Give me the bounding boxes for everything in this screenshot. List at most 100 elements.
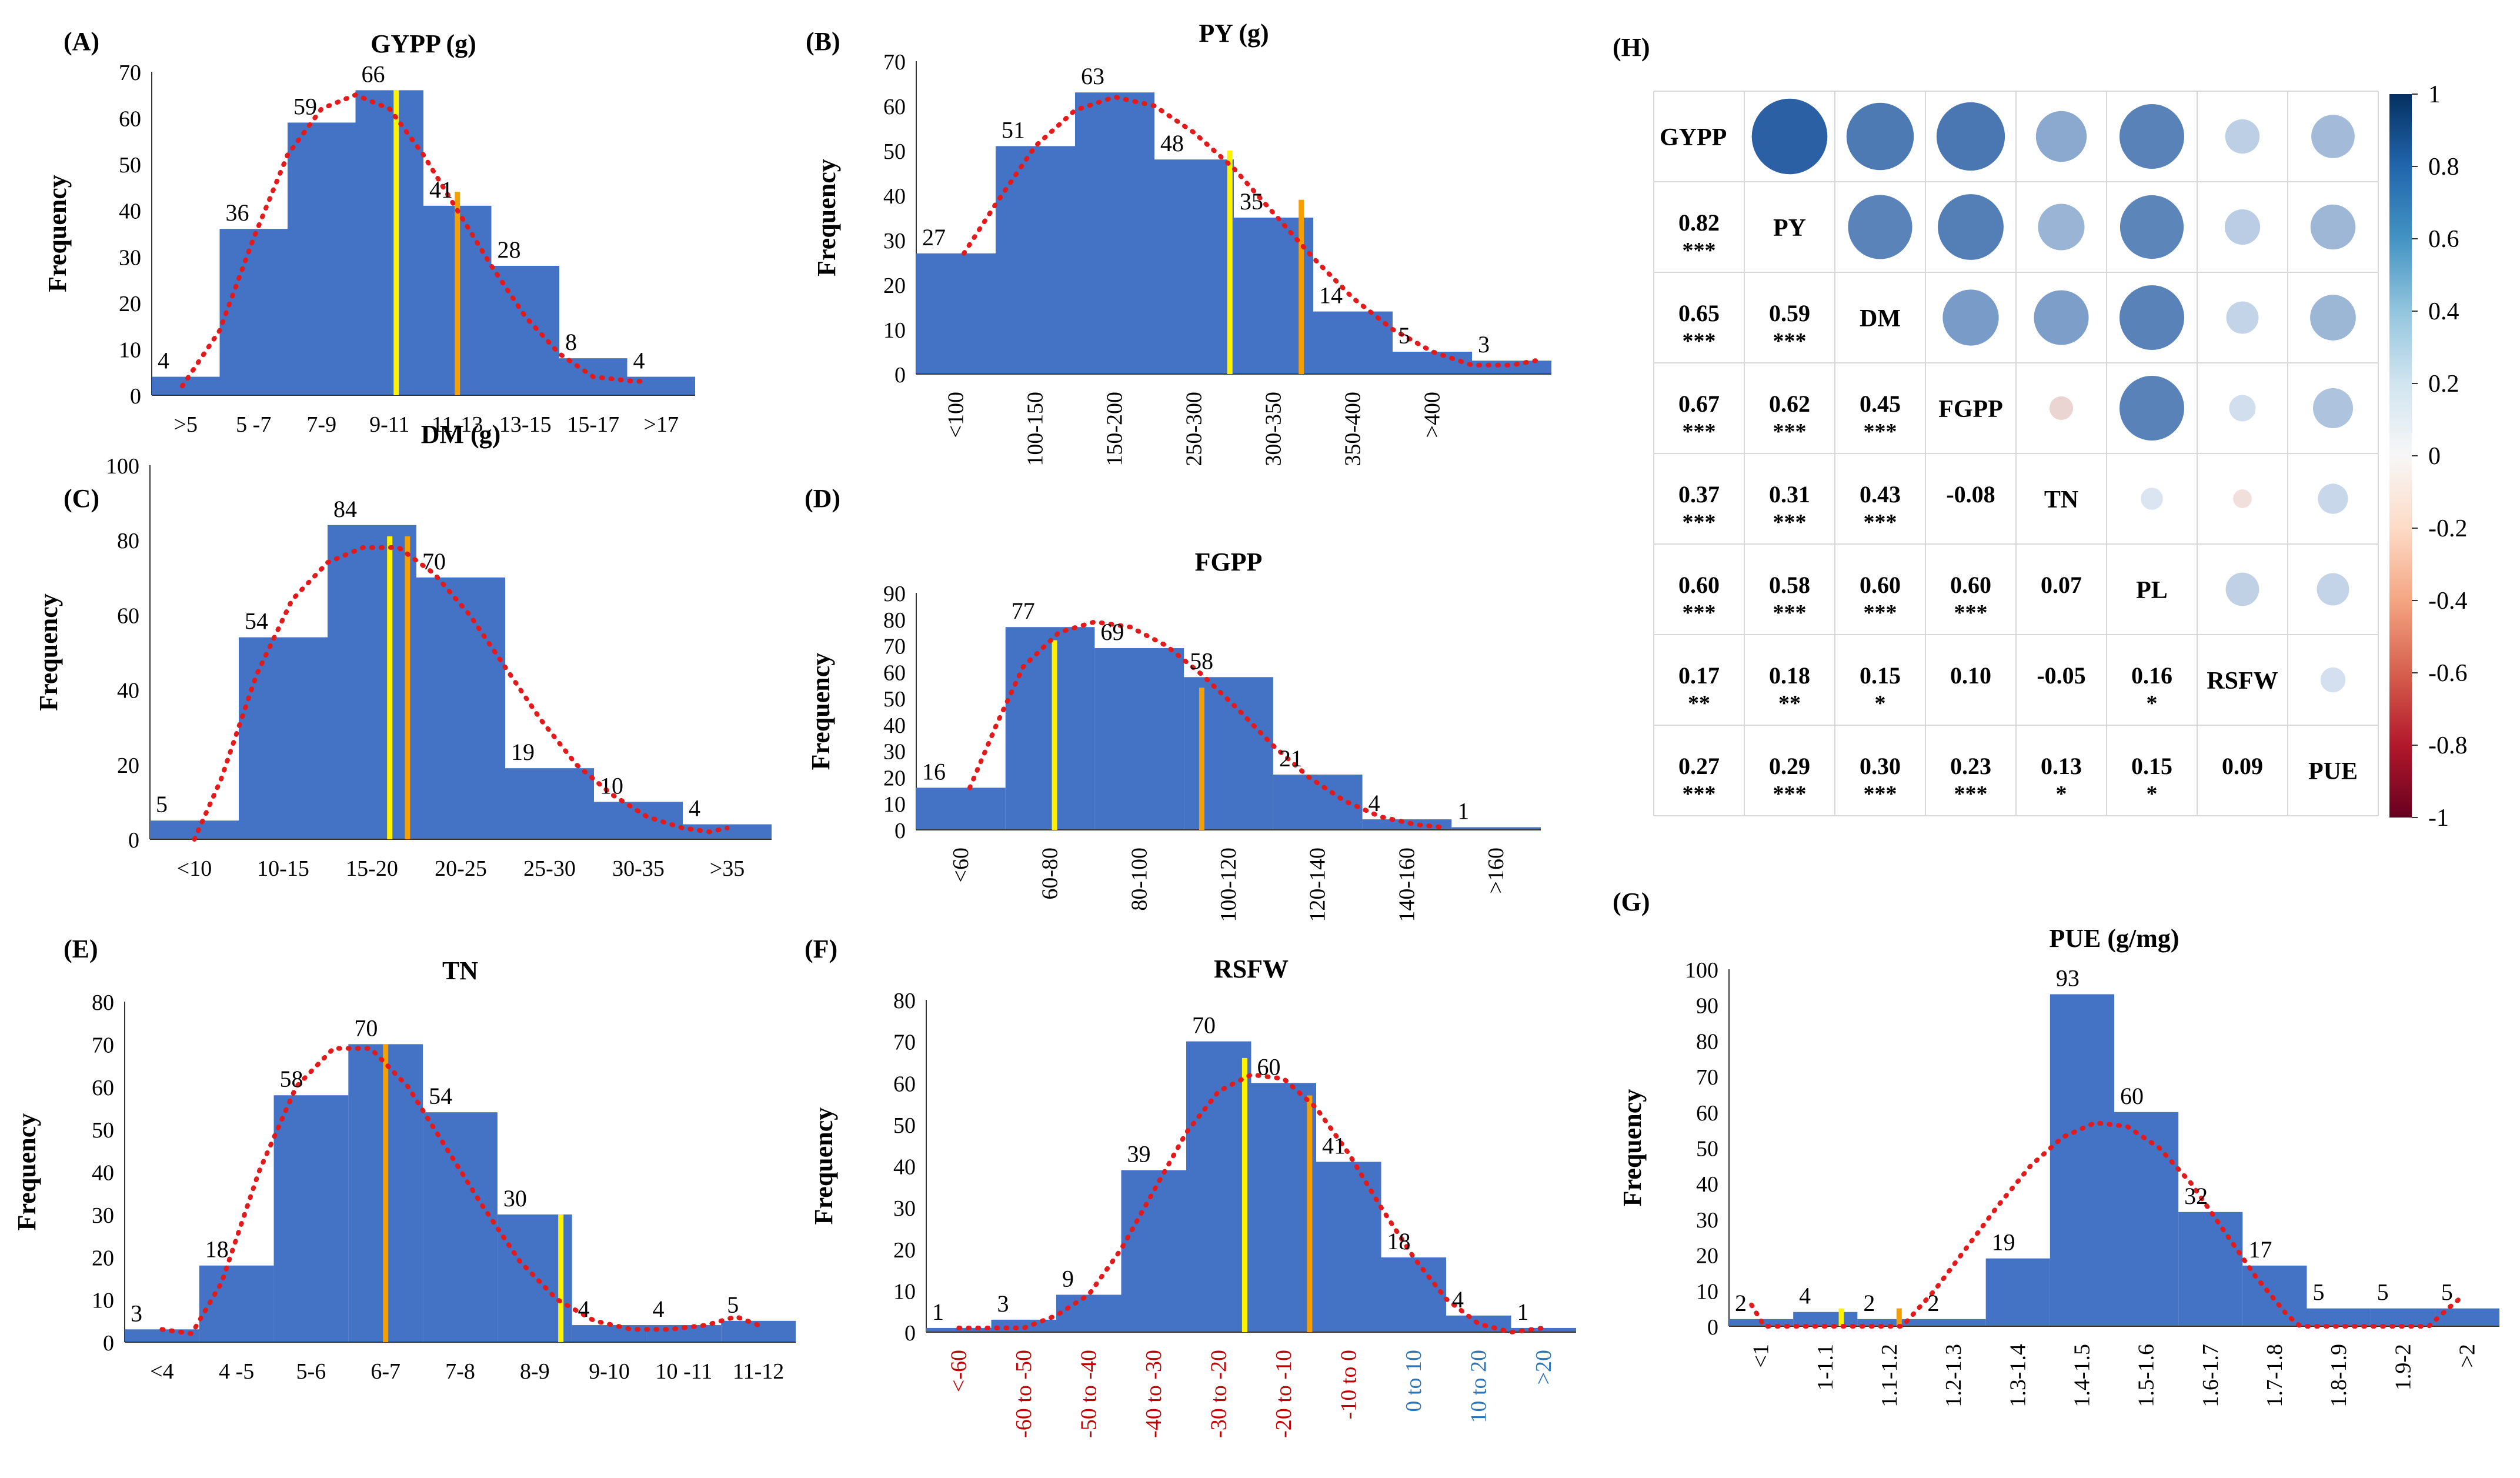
- y-axis-label-e: Frequency: [12, 1113, 41, 1231]
- bar: [1316, 1162, 1381, 1332]
- variable-label: PUE: [2308, 758, 2358, 785]
- data-label: 60: [1257, 1053, 1281, 1080]
- y-tick-label: 70: [119, 61, 141, 85]
- colorbar-tick-label: -0.8: [2428, 732, 2468, 759]
- bar: [1451, 827, 1541, 830]
- panel-label-e: (E): [64, 935, 98, 963]
- data-label: 19: [511, 739, 535, 765]
- data-label: 36: [226, 199, 249, 226]
- data-label: 93: [2056, 965, 2080, 991]
- x-tick-label: 7-9: [306, 412, 336, 437]
- y-tick-label: 90: [1696, 994, 1718, 1019]
- correlation-circle: [2120, 104, 2184, 169]
- data-label: 9: [1062, 1265, 1074, 1292]
- correlation-circle: [2229, 395, 2256, 422]
- y-tick-label: 100: [106, 454, 139, 479]
- significance-stars: ***: [1773, 600, 1807, 625]
- y-tick-label: 40: [893, 1155, 916, 1180]
- bar: [288, 122, 356, 395]
- chart-title-g: PUE (g/mg): [2049, 924, 2179, 953]
- correlation-circle: [2120, 195, 2184, 259]
- data-label: 14: [1319, 282, 1343, 309]
- bar: [1921, 1319, 1986, 1326]
- y-tick-label: 0: [128, 828, 139, 853]
- significance-stars: ***: [1864, 782, 1897, 806]
- correlation-value: 0.43: [1860, 481, 1901, 508]
- x-tick-label: 20-25: [435, 856, 487, 881]
- y-tick-label: 20: [117, 753, 139, 778]
- panel-label-f: (F): [805, 935, 837, 963]
- x-tick-label: 300-350: [1261, 392, 1286, 466]
- correlation-circle: [2311, 115, 2355, 158]
- x-tick-label: 10 -11: [655, 1359, 712, 1384]
- correlation-value: 0.09: [2222, 753, 2263, 779]
- x-tick-label: <10: [177, 856, 212, 881]
- significance-stars: ***: [1773, 782, 1807, 806]
- y-axis-label-b: Frequency: [812, 159, 841, 276]
- x-tick-label: 11-13: [432, 412, 483, 437]
- correlation-value: 0.29: [1769, 753, 1810, 779]
- x-tick-label: 120-140: [1306, 848, 1330, 922]
- y-tick-label: 30: [92, 1203, 114, 1228]
- variable-label: DM: [1860, 305, 1901, 332]
- bar: [572, 1325, 647, 1342]
- y-tick-label: 70: [893, 1030, 916, 1055]
- data-label: 8: [565, 329, 577, 355]
- y-tick-label: 20: [883, 273, 906, 298]
- x-tick-label: >20: [1531, 1350, 1556, 1384]
- colorbar-tick-label: -1: [2428, 805, 2449, 832]
- bar: [1251, 1083, 1316, 1332]
- significance-stars: **: [1778, 691, 1801, 716]
- data-label: 5: [2441, 1279, 2453, 1306]
- correlation-circle: [2310, 204, 2356, 250]
- bar: [996, 146, 1075, 374]
- bar: [1184, 677, 1273, 830]
- y-tick-label: 10: [883, 318, 906, 343]
- data-label: 5: [2313, 1279, 2325, 1306]
- bar: [627, 376, 695, 395]
- x-tick-label: 140-160: [1394, 848, 1419, 922]
- significance-stars: **: [1688, 691, 1710, 716]
- significance-stars: ***: [1954, 782, 1988, 806]
- y-tick-label: 30: [119, 245, 141, 270]
- significance-stars: ***: [1864, 510, 1897, 535]
- panel-label-d: (D): [805, 484, 840, 513]
- trend-curve: [967, 619, 1446, 830]
- data-label: 19: [1992, 1229, 2015, 1256]
- data-label: 77: [1012, 598, 1035, 624]
- y-tick-label: 70: [883, 50, 906, 75]
- panel-label-g: (G): [1613, 888, 1650, 916]
- x-tick-label: 8-9: [520, 1359, 550, 1384]
- significance-stars: *: [1875, 691, 1886, 716]
- chart-title-b: PY (g): [1199, 19, 1269, 48]
- x-tick-label: 10-15: [257, 856, 309, 881]
- correlation-value: 0.59: [1769, 300, 1810, 326]
- correlation-circle: [2120, 285, 2184, 350]
- correlation-circle: [1938, 194, 2004, 260]
- bar: [1075, 92, 1154, 374]
- y-tick-label: 40: [119, 199, 141, 224]
- y-tick-label: 70: [883, 635, 906, 659]
- correlation-circle: [2225, 572, 2259, 606]
- y-tick-label: 40: [1696, 1172, 1718, 1197]
- y-tick-label: 60: [119, 107, 141, 132]
- bar: [505, 768, 594, 839]
- x-tick-label: 100-120: [1216, 848, 1241, 922]
- data-label: 60: [2120, 1083, 2144, 1109]
- y-tick-label: 60: [883, 660, 906, 685]
- y-tick-label: 50: [883, 687, 906, 712]
- bar: [355, 90, 423, 395]
- y-tick-label: 20: [883, 766, 906, 790]
- panel-label-b: (B): [806, 27, 840, 56]
- bar: [916, 253, 996, 374]
- correlation-circle: [2120, 376, 2184, 441]
- data-label: 51: [1002, 116, 1025, 143]
- y-axis-label-g: Frequency: [1618, 1089, 1647, 1207]
- x-tick-label: 1.1-1.2: [1877, 1344, 1902, 1407]
- bar: [1511, 1327, 1576, 1332]
- data-label: 70: [1192, 1012, 1216, 1039]
- correlation-circle: [2224, 209, 2261, 245]
- correlation-value: 0.82: [1678, 209, 1720, 236]
- data-label: 70: [422, 548, 446, 575]
- correlation-circle: [2318, 483, 2348, 514]
